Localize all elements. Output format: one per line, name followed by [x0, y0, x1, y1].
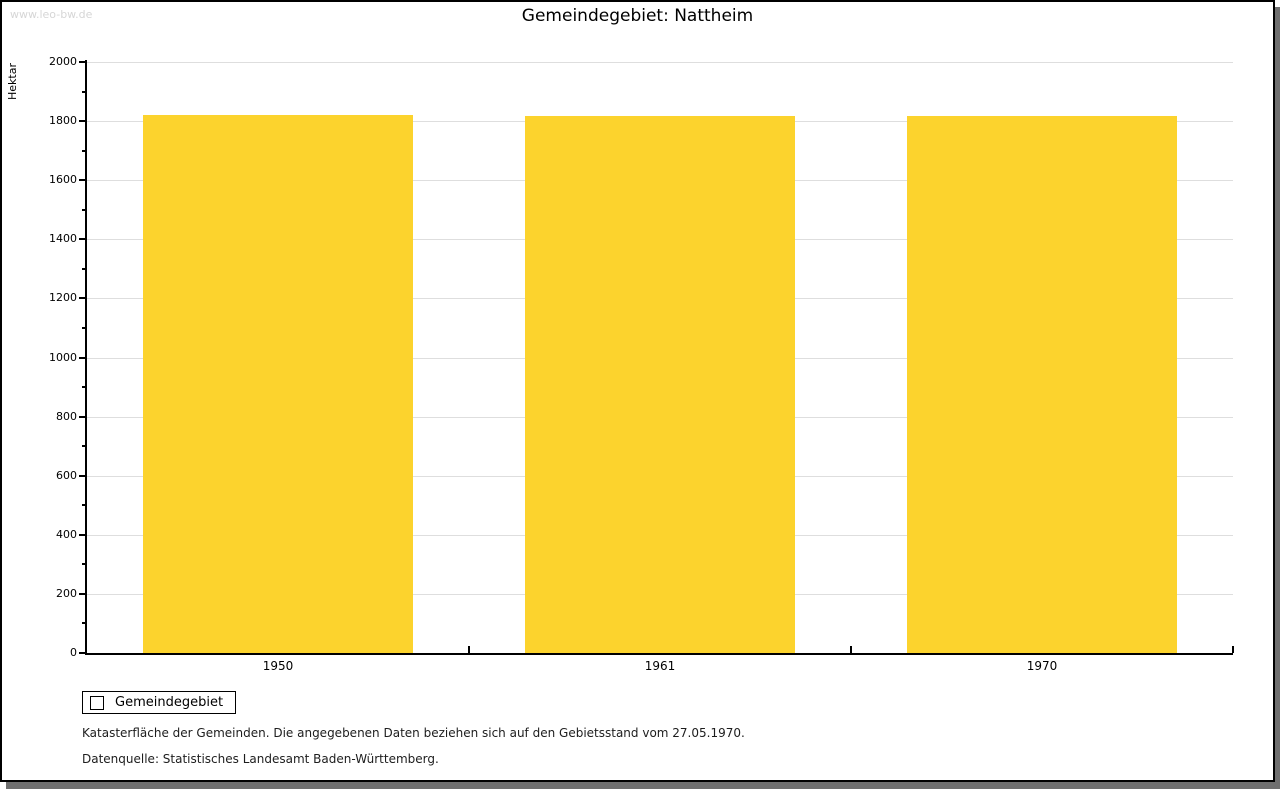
bar-gemeindegebiet-1970 — [907, 116, 1177, 653]
y-tick-label: 800 — [56, 410, 77, 423]
x-axis-tick — [468, 646, 470, 653]
y-tick-major — [79, 179, 86, 181]
x-axis-line — [85, 653, 1233, 655]
y-axis-title: Hektar — [6, 63, 19, 100]
y-tick-major — [79, 357, 86, 359]
x-tick-label: 1961 — [644, 659, 676, 673]
y-tick-label: 400 — [56, 528, 77, 541]
x-tick-label: 1970 — [1026, 659, 1058, 673]
y-tick-label: 0 — [70, 646, 77, 659]
y-tick-label: 1600 — [49, 173, 77, 186]
y-tick-major — [79, 475, 86, 477]
legend: Gemeindegebiet — [82, 691, 237, 714]
y-tick-label: 1800 — [49, 114, 77, 127]
y-tick-major — [79, 416, 86, 418]
y-tick-label: 200 — [56, 587, 77, 600]
y-tick-label: 600 — [56, 469, 77, 482]
y-tick-major — [79, 593, 86, 595]
y-tick-minor — [82, 563, 86, 565]
y-tick-label: 2000 — [49, 55, 77, 68]
y-tick-minor — [82, 327, 86, 329]
y-tick-label: 1200 — [49, 291, 77, 304]
y-tick-major — [79, 238, 86, 240]
y-tick-label: 1400 — [49, 232, 77, 245]
y-tick-major — [79, 534, 86, 536]
watermark: www.leo-bw.de — [10, 8, 93, 21]
x-tick-label: 1950 — [262, 659, 294, 673]
y-tick-minor — [82, 209, 86, 211]
y-tick-minor — [82, 504, 86, 506]
y-tick-minor — [82, 622, 86, 624]
y-gridline — [87, 62, 1233, 63]
y-tick-minor — [82, 386, 86, 388]
legend-swatch — [90, 695, 104, 710]
legend-label: Gemeindegebiet — [115, 695, 224, 710]
y-tick-major — [79, 297, 86, 299]
y-tick-major — [79, 120, 86, 122]
bar-gemeindegebiet-1961 — [525, 116, 795, 653]
y-tick-minor — [82, 150, 86, 152]
chart-title: Gemeindegebiet: Nattheim — [521, 6, 754, 26]
y-tick-major — [79, 61, 86, 63]
y-tick-major — [79, 652, 86, 654]
y-axis-line — [85, 60, 87, 655]
y-tick-minor — [82, 268, 86, 270]
x-axis-tick — [850, 646, 852, 653]
footnote-source: Datenquelle: Statistisches Landesamt Bad… — [82, 752, 439, 766]
footnote-description: Katasterfläche der Gemeinden. Die angege… — [82, 726, 745, 740]
y-tick-label: 1000 — [49, 351, 77, 364]
y-tick-minor — [82, 91, 86, 93]
x-axis-tick — [1232, 646, 1234, 653]
y-tick-minor — [82, 445, 86, 447]
bar-gemeindegebiet-1950 — [143, 115, 413, 653]
